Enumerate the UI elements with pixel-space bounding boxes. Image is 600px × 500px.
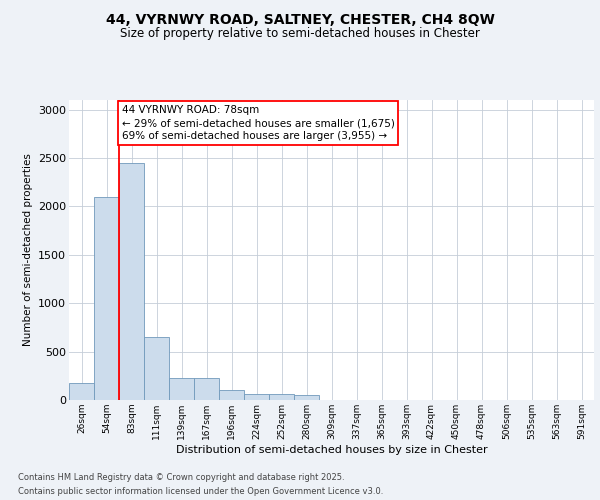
Text: Size of property relative to semi-detached houses in Chester: Size of property relative to semi-detach…: [120, 28, 480, 40]
Bar: [144, 337, 169, 400]
Bar: [219, 390, 244, 400]
Text: Contains public sector information licensed under the Open Government Licence v3: Contains public sector information licen…: [18, 486, 383, 496]
Bar: [69, 383, 94, 400]
Text: Contains HM Land Registry data © Crown copyright and database right 2025.: Contains HM Land Registry data © Crown c…: [18, 472, 344, 482]
Text: 44 VYRNWY ROAD: 78sqm
← 29% of semi-detached houses are smaller (1,675)
69% of s: 44 VYRNWY ROAD: 78sqm ← 29% of semi-deta…: [121, 105, 394, 141]
Bar: [294, 394, 319, 400]
Bar: [94, 197, 119, 400]
Bar: [194, 378, 219, 400]
X-axis label: Distribution of semi-detached houses by size in Chester: Distribution of semi-detached houses by …: [176, 444, 487, 454]
Bar: [119, 163, 144, 400]
Bar: [244, 394, 269, 400]
Text: 44, VYRNWY ROAD, SALTNEY, CHESTER, CH4 8QW: 44, VYRNWY ROAD, SALTNEY, CHESTER, CH4 8…: [106, 12, 494, 26]
Bar: [269, 394, 294, 400]
Y-axis label: Number of semi-detached properties: Number of semi-detached properties: [23, 154, 32, 346]
Bar: [169, 378, 194, 400]
